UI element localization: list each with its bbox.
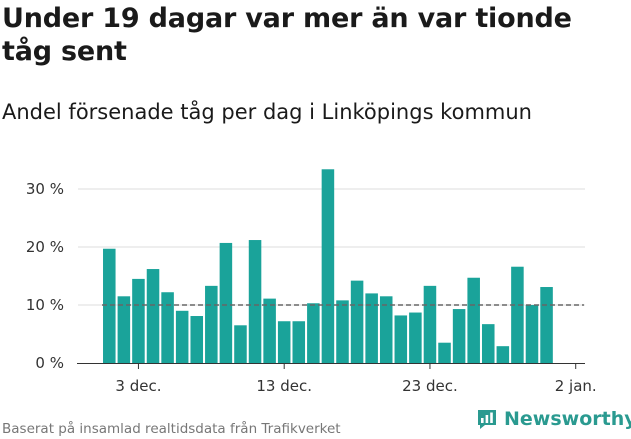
bar xyxy=(452,309,466,363)
bar xyxy=(103,248,116,363)
bar xyxy=(525,305,539,363)
bar xyxy=(496,346,510,363)
newsworthy-logo-icon xyxy=(478,410,496,429)
y-tick-label: 10 % xyxy=(26,296,64,314)
x-tick-label: 2 jan. xyxy=(555,377,597,395)
bar xyxy=(409,312,422,363)
bar xyxy=(379,296,393,363)
bar xyxy=(540,287,553,363)
x-tick-label: 23 dec. xyxy=(402,377,458,395)
bar xyxy=(511,266,524,363)
bar-chart: 0 % 10 % 20 % 30 % 3 dec. 13 dec. 23 dec. 2 jan… xyxy=(26,169,597,395)
bar xyxy=(467,277,480,363)
y-tick-label: 20 % xyxy=(26,238,64,256)
bar xyxy=(248,240,262,363)
bar xyxy=(219,242,233,363)
bar xyxy=(263,298,276,363)
bar xyxy=(321,169,335,363)
chart-title: Under 19 dagar var mer än var tionde tåg… xyxy=(2,3,572,67)
brand-name: Newsworthy xyxy=(504,408,631,430)
source-note: Baserat på insamlad realtidsdata från Tr… xyxy=(2,421,341,437)
bar xyxy=(365,293,378,363)
x-tick-label: 3 dec. xyxy=(115,377,161,395)
bar xyxy=(205,285,218,363)
y-tick-label: 30 % xyxy=(26,180,64,198)
bar xyxy=(394,315,408,363)
bar xyxy=(423,285,437,363)
bar xyxy=(292,321,306,363)
bar xyxy=(190,316,204,363)
brand-logo: Newsworthy xyxy=(476,408,631,430)
bar xyxy=(132,278,145,363)
bar xyxy=(175,310,189,363)
y-tick-label: 0 % xyxy=(35,354,64,372)
bar xyxy=(481,324,495,363)
bar xyxy=(307,303,320,363)
bar xyxy=(234,325,247,363)
bar xyxy=(161,292,174,363)
chart-subtitle: Andel försenade tåg per dag i Linköpings… xyxy=(2,100,532,124)
bar xyxy=(336,300,349,363)
bar xyxy=(277,321,291,363)
bar xyxy=(117,296,131,363)
bar xyxy=(146,269,160,363)
bar xyxy=(350,280,364,363)
x-tick-label: 13 dec. xyxy=(256,377,312,395)
bar xyxy=(438,342,451,363)
